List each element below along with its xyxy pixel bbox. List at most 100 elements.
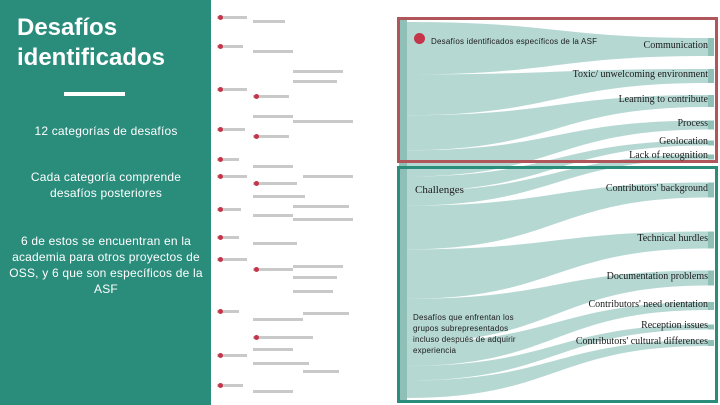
sankey-flow xyxy=(407,231,708,299)
challenge-tree-diagram xyxy=(213,0,395,405)
sankey-destination-label: Process xyxy=(677,118,708,129)
tree-node xyxy=(253,95,289,98)
sankey-target-node xyxy=(708,38,714,56)
sankey-destination-label: Reception issues xyxy=(641,320,708,331)
tree-node xyxy=(253,20,285,23)
sankey-flow xyxy=(407,95,708,151)
tree-node xyxy=(253,348,293,351)
tree-node xyxy=(217,45,243,48)
sankey-target-node xyxy=(708,120,714,130)
tree-node-marker-icon xyxy=(254,335,259,340)
tree-node xyxy=(293,120,353,123)
tree-node-marker-icon xyxy=(218,383,223,388)
tree-node-marker-icon xyxy=(218,157,223,162)
sankey-destination-label: Communication xyxy=(643,40,708,51)
tree-node xyxy=(217,258,247,261)
sankey-flow xyxy=(407,22,708,75)
sankey-destination-label: Technical hurdles xyxy=(637,233,708,244)
tree-node xyxy=(253,390,293,393)
tree-node xyxy=(253,195,305,198)
tree-node-marker-icon xyxy=(218,87,223,92)
tree-node-marker-icon xyxy=(218,44,223,49)
tree-node xyxy=(217,16,247,19)
asf-specific-outline xyxy=(397,17,718,163)
tree-node-marker-icon xyxy=(218,127,223,132)
tree-node xyxy=(253,318,303,321)
sankey-destination-label: Contributors' cultural differences xyxy=(575,336,708,347)
tree-node-marker-icon xyxy=(218,257,223,262)
sankey-destination-label: Contributors' need orientation xyxy=(588,299,708,310)
sankey-destination-label: Contributors' background xyxy=(605,183,708,194)
tree-node xyxy=(293,276,337,279)
tree-node-marker-icon xyxy=(218,309,223,314)
sankey-target-node xyxy=(708,182,714,198)
tree-node xyxy=(217,128,245,131)
tree-node xyxy=(253,362,309,365)
tree-node xyxy=(253,165,293,168)
tree-node-marker-icon xyxy=(254,267,259,272)
tree-node-marker-icon xyxy=(218,353,223,358)
sankey-target-node xyxy=(708,302,714,310)
slide-title: Desafíos identificados xyxy=(17,14,166,71)
categories-count-text: 12 categorías de desafíos xyxy=(34,124,178,138)
tree-node xyxy=(253,268,293,271)
sankey-destination-label: Geolocation xyxy=(659,136,708,147)
sankey-flow xyxy=(407,302,708,366)
tree-node-marker-icon xyxy=(254,181,259,186)
tree-node xyxy=(253,115,293,118)
sankey-target-node xyxy=(708,340,714,346)
sankey-destination-label: Learning to contribute xyxy=(618,94,708,105)
tree-node-marker-icon xyxy=(218,174,223,179)
sankey-destination-label: Lack of recognition xyxy=(629,150,708,161)
tree-node xyxy=(253,242,297,245)
tree-node xyxy=(293,290,333,293)
tree-node xyxy=(293,265,343,268)
title-divider xyxy=(64,92,125,96)
sankey-flow xyxy=(407,69,708,116)
asf-note: Desafíos identificados específicos de la… xyxy=(431,37,598,46)
tree-node xyxy=(217,208,241,211)
tree-node xyxy=(303,175,353,178)
tree-node-marker-icon xyxy=(218,235,223,240)
sidebar-panel: Desafíos identificados 12 categorías de … xyxy=(0,0,211,405)
sankey-destination-label: Toxic/ unwelcoming environment xyxy=(572,69,708,80)
tree-node xyxy=(303,370,339,373)
tree-node xyxy=(293,218,353,221)
sankey-flow xyxy=(407,324,708,381)
tree-node xyxy=(303,312,349,315)
minority-note: Desafíos que enfrentan los grupos subrep… xyxy=(413,313,516,355)
tree-node xyxy=(217,158,239,161)
tree-node xyxy=(293,205,349,208)
tree-node xyxy=(217,310,239,313)
tree-node xyxy=(253,214,293,217)
tree-node-marker-icon xyxy=(254,134,259,139)
tree-node xyxy=(217,88,247,91)
tree-node xyxy=(253,336,313,339)
oss-asf-split-text: 6 de estos se encuentran en la academia … xyxy=(9,234,203,296)
sankey-flow xyxy=(407,154,708,206)
tree-node xyxy=(217,354,247,357)
sankey-flow xyxy=(407,182,708,250)
asf-badge-icon xyxy=(414,33,425,44)
sankey-target-node xyxy=(708,270,714,286)
tree-node xyxy=(293,70,343,73)
tree-node xyxy=(217,384,243,387)
sankey-flow xyxy=(407,270,708,343)
tree-node xyxy=(253,135,289,138)
tree-node xyxy=(253,50,293,53)
tree-node xyxy=(253,182,297,185)
sankey-target-node xyxy=(708,231,714,249)
sankey-target-node xyxy=(708,140,714,146)
sankey-flow xyxy=(407,340,708,398)
tree-node xyxy=(217,236,239,239)
sankey-source-node xyxy=(399,20,407,400)
sankey-source-label: Challenges xyxy=(415,184,464,196)
oss-shared-outline xyxy=(397,166,718,403)
sankey-target-node xyxy=(708,95,714,107)
categories-description-text: Cada categoría comprende desafíos poster… xyxy=(30,170,182,200)
tree-node xyxy=(293,80,337,83)
tree-node-marker-icon xyxy=(218,207,223,212)
sankey-target-node xyxy=(708,154,714,160)
sankey-destination-label: Documentation problems xyxy=(606,271,708,282)
tree-node xyxy=(217,175,247,178)
